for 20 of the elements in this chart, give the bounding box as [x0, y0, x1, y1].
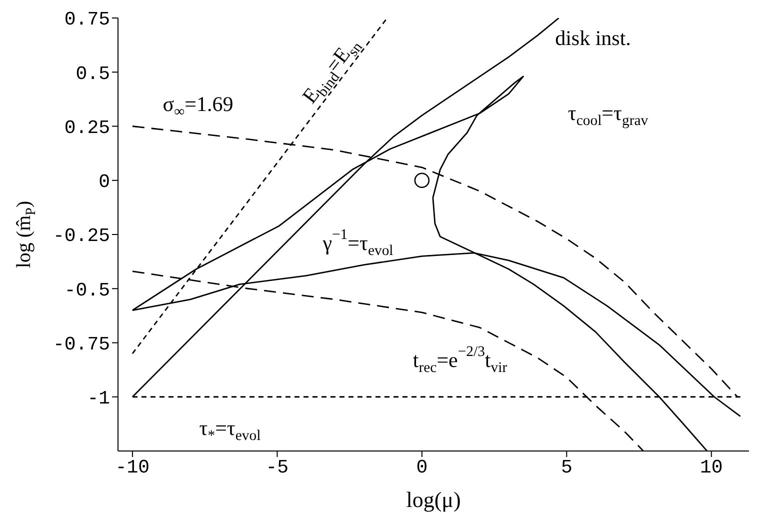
series-label: disk inst.	[555, 26, 631, 50]
series-label: τ$_{*}$=τ$_{evol}$	[199, 416, 261, 444]
y-tick-label: -0.5	[64, 279, 110, 302]
text: τ$_{cool}$=τ$_{grav}$	[568, 101, 649, 129]
y-tick-label: -1	[87, 388, 110, 410]
x-tick-label: -5	[266, 456, 289, 478]
y-tick-label: 0.75	[64, 8, 110, 31]
x-tick-label: 0	[416, 456, 428, 478]
series-label: σ$_{∞}$=1.69	[162, 92, 234, 120]
x-axis-title: log(μ)	[406, 487, 461, 512]
y-tick-label: 0.25	[64, 116, 110, 139]
x-tick-label: -10	[115, 456, 150, 478]
y-tick-label: -0.75	[52, 333, 110, 356]
y-tick-label: 0.5	[76, 62, 110, 85]
x-tick-label: 10	[700, 456, 723, 478]
y-tick-label: -0.25	[52, 225, 110, 248]
series-label: γ$^{−1}$=τ$_{evol}$	[322, 227, 394, 259]
series-label: t$_{rec}$=e$^{−2/3}$t$_{vir}$	[412, 344, 508, 376]
y-tick-label: 0	[98, 171, 110, 194]
x-tick-label: 5	[560, 456, 572, 478]
